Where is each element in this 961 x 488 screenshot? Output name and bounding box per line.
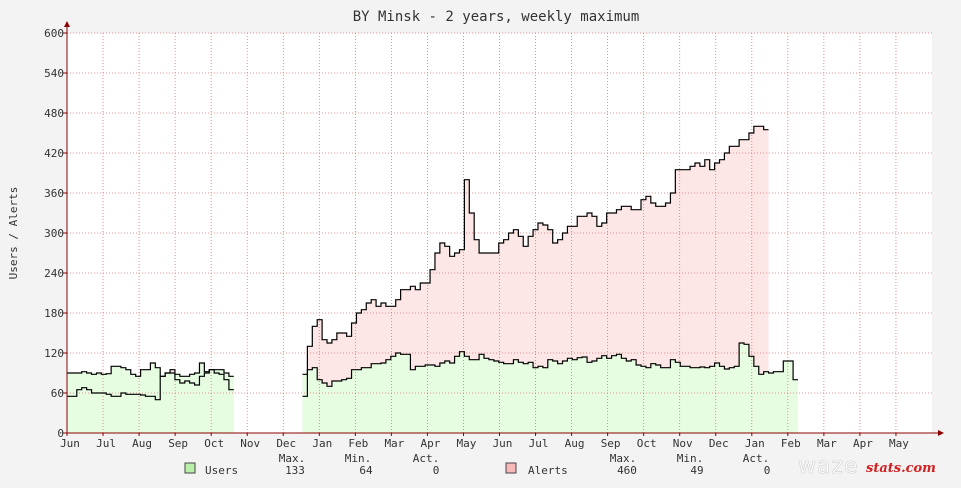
legend-alerts-min-label: Min. <box>677 452 704 465</box>
legend-users-min: 64 <box>359 464 373 477</box>
y-tick-label: 600 <box>44 27 64 40</box>
legend-alerts-max-label: Max. <box>610 452 637 465</box>
x-tick-label: Jul <box>96 437 116 450</box>
y-tick-label: 300 <box>44 227 64 240</box>
legend-alerts-name: Alerts <box>528 464 568 477</box>
line-alerts <box>302 125 769 397</box>
y-tick-label: 420 <box>44 147 64 160</box>
legend-users-max: 133 <box>285 464 305 477</box>
y-tick-label: 120 <box>44 347 64 360</box>
x-tick-label: Aug <box>132 437 152 450</box>
x-tick-label: Mar <box>384 437 404 450</box>
y-tick-label: 360 <box>44 187 64 200</box>
x-tick-label: Oct <box>637 437 657 450</box>
x-tick-label: Feb <box>781 437 801 450</box>
x-tick-label: Nov <box>673 437 693 450</box>
line-users <box>67 362 234 377</box>
y-axis-label: Users / Alerts <box>7 187 20 280</box>
line-users <box>302 342 798 387</box>
grid-lines <box>67 32 932 433</box>
legend-users-act-label: Act. <box>413 452 440 465</box>
y-tick-label: 240 <box>44 267 64 280</box>
x-tick-label: Dec <box>709 437 729 450</box>
x-tick-label: Jan <box>745 437 765 450</box>
legend-alerts-act: 0 <box>764 464 771 477</box>
y-tick-label: 180 <box>44 307 64 320</box>
legend-swatch-alerts <box>505 462 517 474</box>
y-tick-label: 480 <box>44 107 64 120</box>
x-tick-label: Aug <box>565 437 585 450</box>
x-tick-label: May <box>457 437 477 450</box>
x-tick-labels: Jun Jul Aug Sep Oct Nov Dec Jan Feb Mar Apr May Jun J… <box>60 437 909 450</box>
x-tick-label: May <box>889 437 909 450</box>
legend-users-max-label: Max. <box>279 452 306 465</box>
x-tick-label: Oct <box>204 437 224 450</box>
legend-alerts-min: 49 <box>690 464 703 477</box>
legend-users-min-label: Min. <box>345 452 372 465</box>
axes <box>63 21 944 436</box>
logo-waze: waze <box>798 454 859 479</box>
x-tick-label: Nov <box>240 437 260 450</box>
legend-users-act: 0 <box>433 464 440 477</box>
area-users <box>67 363 234 433</box>
y-tick-label: 60 <box>51 387 64 400</box>
legend-alerts-max: 460 <box>617 464 637 477</box>
x-tick-label: Apr <box>420 437 440 450</box>
y-axis-arrow <box>64 21 70 27</box>
x-tick-label: Dec <box>276 437 296 450</box>
x-tick-label: Mar <box>817 437 837 450</box>
logo-stats: stats.com <box>866 461 936 476</box>
x-tick-label: Sep <box>601 437 621 450</box>
legend-swatch-users <box>184 462 196 474</box>
x-tick-label: Feb <box>348 437 368 450</box>
x-tick-label: Apr <box>853 437 873 450</box>
y-tick-labels: 0 60 120 180 240 300 360 420 480 540 600 <box>44 27 64 440</box>
x-tick-label: Sep <box>168 437 188 450</box>
wazestats-logo: waze stats.com <box>798 454 936 480</box>
legend: Users Max. Min. Act. 133 64 0 Alerts Max… <box>184 452 771 477</box>
x-tick-label: Jun <box>493 437 513 450</box>
x-tick-label: Jul <box>529 437 549 450</box>
legend-users-name: Users <box>205 464 238 477</box>
x-tick-label: Jun <box>60 437 80 450</box>
line-alerts <box>67 369 234 401</box>
legend-alerts-act-label: Act. <box>743 452 770 465</box>
y-tick-label: 540 <box>44 67 64 80</box>
chart-title: BY Minsk - 2 years, weekly maximum <box>353 9 640 25</box>
x-axis-arrow <box>938 430 944 436</box>
y-tick-label: 0 <box>57 427 64 440</box>
series-lines <box>67 125 798 401</box>
x-tick-label: Jan <box>312 437 332 450</box>
